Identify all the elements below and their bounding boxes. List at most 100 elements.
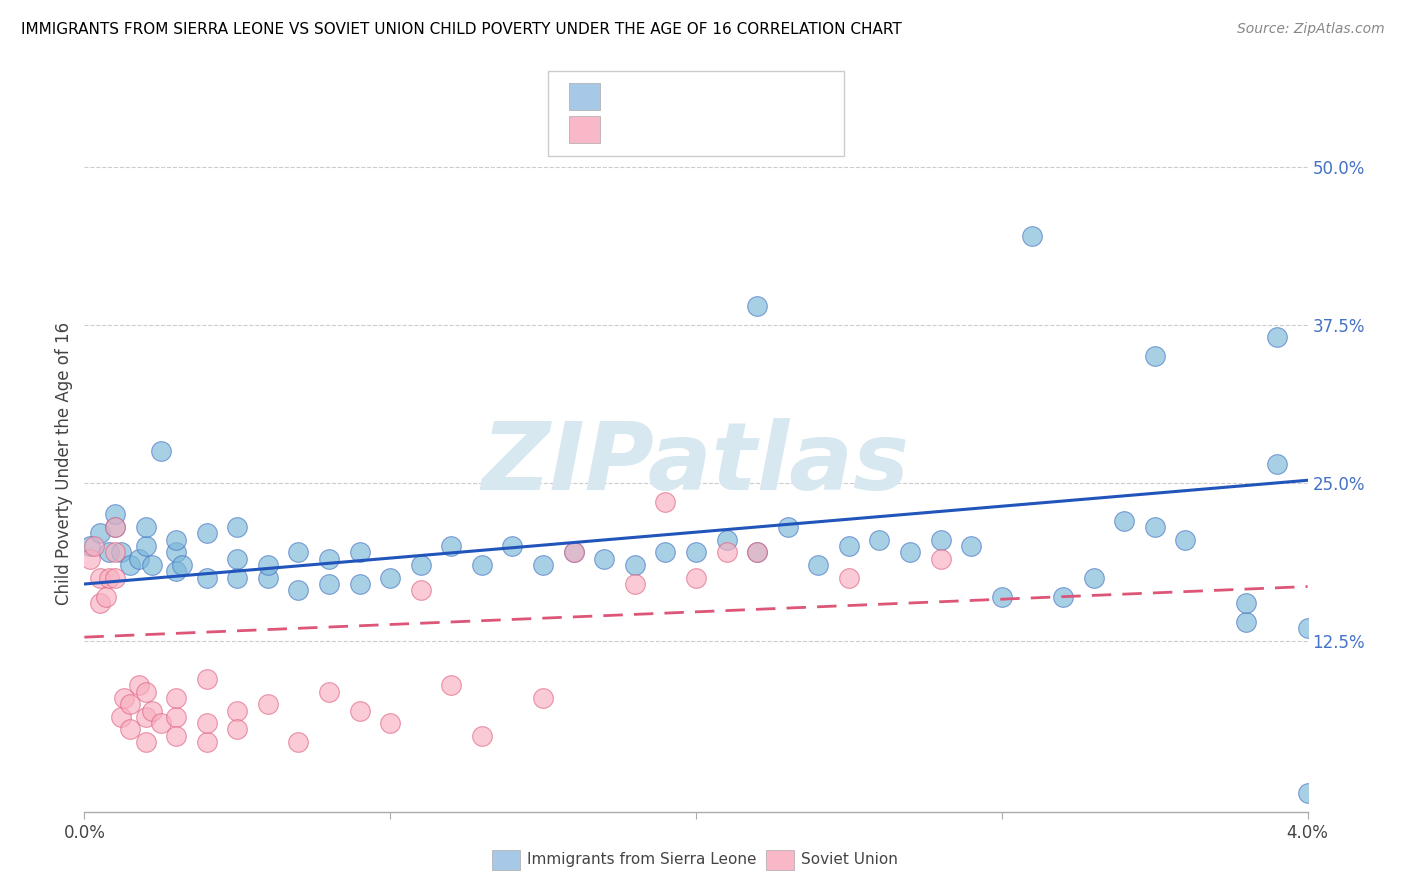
Point bbox=[226, 551, 249, 566]
Point bbox=[135, 520, 157, 534]
Point bbox=[409, 583, 432, 598]
Point bbox=[165, 533, 187, 547]
Point bbox=[349, 577, 371, 591]
Point bbox=[257, 558, 280, 572]
Point bbox=[1021, 229, 1043, 244]
Point bbox=[409, 558, 432, 572]
Point bbox=[1265, 330, 1288, 344]
Text: Immigrants from Sierra Leone: Immigrants from Sierra Leone bbox=[527, 853, 756, 867]
Point bbox=[624, 577, 647, 591]
Point bbox=[165, 545, 187, 559]
Point bbox=[226, 520, 249, 534]
Point bbox=[257, 571, 280, 585]
Point bbox=[1296, 621, 1319, 635]
Point bbox=[120, 697, 142, 711]
Point bbox=[960, 539, 983, 553]
Point bbox=[165, 710, 187, 724]
Text: R =: R = bbox=[617, 87, 657, 105]
Point bbox=[110, 545, 132, 559]
Point bbox=[654, 545, 676, 559]
Point bbox=[226, 723, 249, 737]
Point bbox=[1114, 514, 1136, 528]
Point bbox=[94, 590, 117, 604]
Point bbox=[531, 558, 554, 572]
Point bbox=[716, 545, 738, 559]
Point bbox=[471, 729, 494, 743]
Point bbox=[135, 710, 157, 724]
Point bbox=[287, 735, 309, 749]
Point bbox=[1083, 571, 1105, 585]
Point bbox=[97, 545, 120, 559]
Point bbox=[128, 551, 150, 566]
Text: 64: 64 bbox=[744, 87, 769, 105]
Point bbox=[287, 545, 309, 559]
Point bbox=[501, 539, 523, 553]
Point bbox=[1234, 615, 1257, 629]
Point bbox=[128, 678, 150, 692]
Point bbox=[89, 571, 111, 585]
Point bbox=[226, 571, 249, 585]
Point bbox=[654, 495, 676, 509]
Point bbox=[141, 704, 163, 718]
Point bbox=[195, 735, 218, 749]
Point bbox=[562, 545, 585, 559]
Point bbox=[929, 533, 952, 547]
Point bbox=[195, 716, 218, 731]
Point bbox=[104, 508, 127, 522]
Point bbox=[745, 545, 768, 559]
Point bbox=[110, 710, 132, 724]
Point bbox=[716, 533, 738, 547]
Point bbox=[349, 704, 371, 718]
Point bbox=[135, 539, 157, 553]
Point bbox=[1234, 596, 1257, 610]
Point bbox=[318, 684, 340, 698]
Point bbox=[440, 678, 463, 692]
Point bbox=[745, 299, 768, 313]
Point bbox=[624, 558, 647, 572]
Y-axis label: Child Poverty Under the Age of 16: Child Poverty Under the Age of 16 bbox=[55, 322, 73, 606]
Point bbox=[807, 558, 830, 572]
Point bbox=[83, 539, 105, 553]
Text: 0.291: 0.291 bbox=[652, 87, 709, 105]
Point bbox=[79, 539, 101, 553]
Point bbox=[287, 583, 309, 598]
Point bbox=[120, 558, 142, 572]
Point bbox=[104, 545, 127, 559]
Point bbox=[685, 571, 707, 585]
Point bbox=[120, 723, 142, 737]
Point bbox=[440, 539, 463, 553]
Point bbox=[112, 690, 135, 705]
Point bbox=[380, 716, 402, 731]
Point bbox=[141, 558, 163, 572]
Point bbox=[1174, 533, 1197, 547]
Text: R =: R = bbox=[617, 120, 657, 138]
Point bbox=[531, 690, 554, 705]
Point bbox=[898, 545, 921, 559]
Point bbox=[135, 735, 157, 749]
Text: N =: N = bbox=[702, 87, 754, 105]
Point bbox=[990, 590, 1012, 604]
Point bbox=[195, 672, 218, 686]
Text: ZIPatlas: ZIPatlas bbox=[482, 417, 910, 510]
Point bbox=[838, 571, 860, 585]
Point bbox=[1265, 457, 1288, 471]
Point bbox=[593, 551, 616, 566]
Point bbox=[685, 545, 707, 559]
Point bbox=[1143, 349, 1166, 363]
Point bbox=[745, 545, 768, 559]
Point bbox=[929, 551, 952, 566]
Point bbox=[172, 558, 194, 572]
Point bbox=[869, 533, 891, 547]
Point bbox=[165, 729, 187, 743]
Text: Source: ZipAtlas.com: Source: ZipAtlas.com bbox=[1237, 22, 1385, 37]
Point bbox=[89, 526, 111, 541]
Point bbox=[776, 520, 799, 534]
Point bbox=[195, 526, 218, 541]
Point bbox=[838, 539, 860, 553]
Text: 0.081: 0.081 bbox=[652, 120, 710, 138]
Point bbox=[318, 577, 340, 591]
Point bbox=[471, 558, 494, 572]
Point bbox=[195, 571, 218, 585]
Point bbox=[165, 690, 187, 705]
Point bbox=[79, 551, 101, 566]
